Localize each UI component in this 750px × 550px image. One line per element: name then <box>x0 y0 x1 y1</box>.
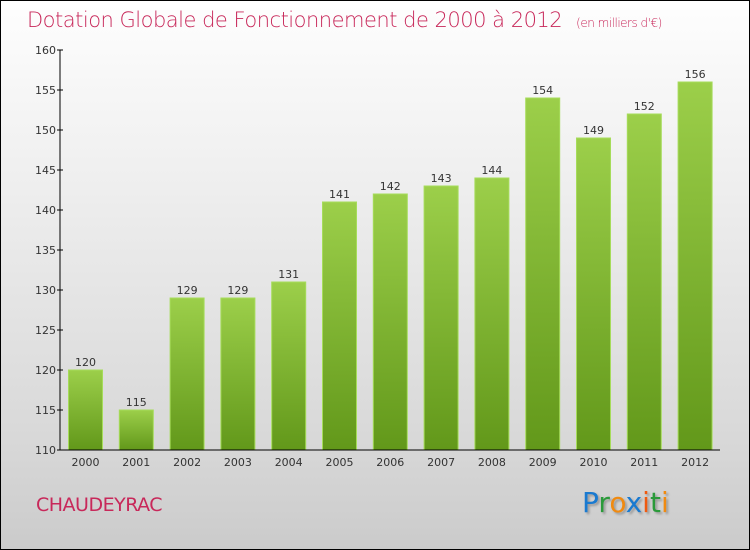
y-tick-label: 125 <box>35 324 56 337</box>
x-tick-label: 2010 <box>580 456 608 469</box>
bar <box>576 137 611 451</box>
data-label: 152 <box>634 100 655 113</box>
y-tick-label: 130 <box>35 284 56 297</box>
bar <box>271 281 307 451</box>
x-tick-label: 2001 <box>122 456 150 469</box>
logo-letter: i <box>642 486 650 519</box>
bar <box>220 297 256 451</box>
bar <box>372 193 408 451</box>
data-label: 142 <box>380 180 401 193</box>
x-tick-label: 2008 <box>478 456 506 469</box>
data-label: 115 <box>126 396 147 409</box>
y-tick-label: 120 <box>35 364 56 377</box>
y-tick-label: 160 <box>35 44 56 57</box>
logo-letter: r <box>598 486 610 519</box>
data-label: 129 <box>227 284 248 297</box>
y-tick-label: 115 <box>35 404 56 417</box>
data-label: 154 <box>532 84 553 97</box>
logo-letter: x <box>625 486 643 519</box>
bar <box>68 369 103 451</box>
x-tick-label: 2012 <box>681 456 709 469</box>
y-tick-label: 110 <box>35 444 56 457</box>
bar <box>626 113 662 451</box>
data-label: 156 <box>685 68 706 81</box>
data-label: 149 <box>583 124 604 137</box>
data-label: 129 <box>177 284 198 297</box>
x-tick-label: 2003 <box>224 456 252 469</box>
logo-letter: i <box>660 486 669 519</box>
data-label: 144 <box>481 164 502 177</box>
y-tick-label: 150 <box>35 124 56 137</box>
x-tick-label: 2007 <box>427 456 455 469</box>
chart-subtitle: (en milliers d'€) <box>576 16 662 30</box>
y-tick-label: 155 <box>35 84 56 97</box>
y-tick-label: 135 <box>35 244 56 257</box>
x-tick-label: 2006 <box>376 456 404 469</box>
city-name: CHAUDEYRAC <box>36 494 163 516</box>
x-tick-label: 2005 <box>326 456 354 469</box>
x-tick-label: 2011 <box>630 456 658 469</box>
x-tick-label: 2004 <box>275 456 303 469</box>
data-label: 143 <box>431 172 452 185</box>
bar <box>423 185 459 451</box>
bar <box>322 201 357 451</box>
y-tick-label: 145 <box>35 164 56 177</box>
data-label: 120 <box>75 356 96 369</box>
data-label: 131 <box>278 268 299 281</box>
logo-letter: o <box>609 486 626 519</box>
bar <box>677 81 713 451</box>
x-tick-label: 2009 <box>529 456 557 469</box>
y-tick-label: 140 <box>35 204 56 217</box>
chart-title: Dotation Globale de Fonctionnement de 20… <box>27 8 662 32</box>
bar <box>525 97 561 451</box>
logo-letter: t <box>649 486 661 519</box>
bar <box>474 177 510 451</box>
x-tick-label: 2002 <box>173 456 201 469</box>
bar <box>118 409 154 451</box>
proxiti-logo: Proxiti <box>582 486 669 519</box>
title-text: Dotation Globale de Fonctionnement de 20… <box>27 8 563 32</box>
bar <box>169 297 205 451</box>
data-label: 141 <box>329 188 350 201</box>
logo-letter: P <box>582 486 599 519</box>
x-tick-label: 2000 <box>72 456 100 469</box>
